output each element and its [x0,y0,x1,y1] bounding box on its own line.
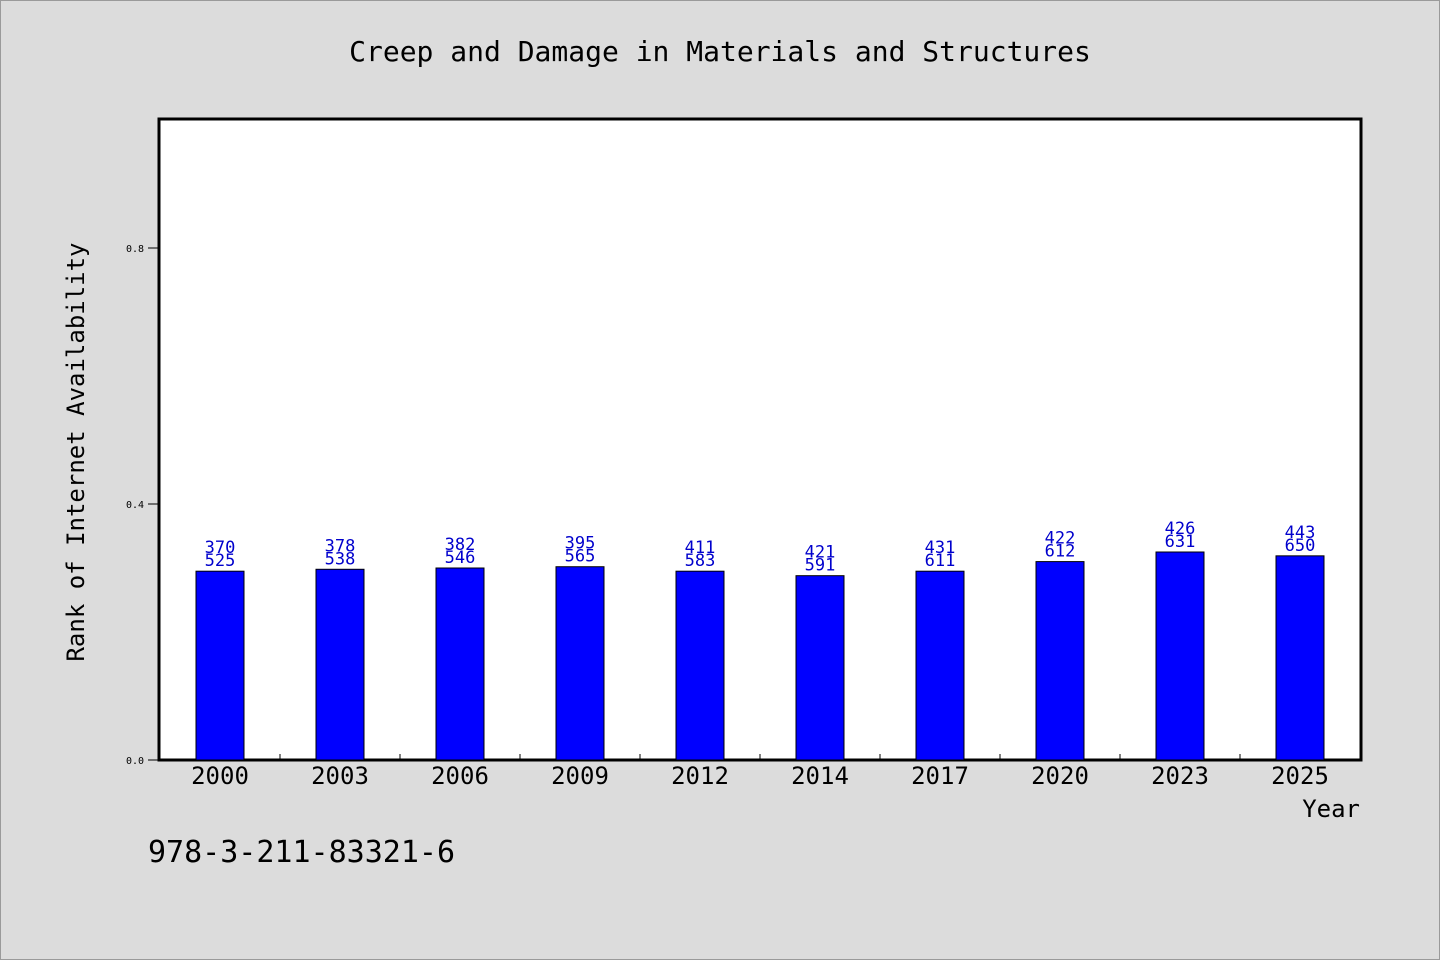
x-tick-label: 2023 [1151,762,1209,790]
x-tick-label: 2003 [311,762,369,790]
data-label-upper: 411 [685,538,716,558]
bar [1155,551,1205,761]
data-label-upper: 431 [925,538,956,558]
bar [195,570,245,761]
x-tick-label: 2000 [191,762,249,790]
data-label-upper: 378 [325,536,356,556]
x-tick-label: 2009 [551,762,609,790]
data-label-upper: 382 [445,535,476,555]
bar [1035,561,1085,761]
x-tick-label: 2014 [791,762,849,790]
y-tick-label: 0.0 [126,756,144,767]
bars [195,551,1325,761]
data-label-lower: 650 [1285,536,1316,556]
x-axis: 2000 2003 2006 2009 2012 2014 2017 2020 2023 2025 [191,754,1329,790]
y-axis-label: Rank of Internet Availability [62,242,90,661]
x-tick-label: 2012 [671,762,729,790]
footnote: 978-3-211-83321-6 [148,835,455,870]
data-label-lower: 591 [805,556,836,576]
x-tick-label: 2020 [1031,762,1089,790]
x-tick-label: 2025 [1271,762,1329,790]
bar [915,570,965,761]
data-label-upper: 421 [805,543,836,563]
bar [795,575,845,761]
data-label-upper: 426 [1165,519,1196,539]
data-label-lower: 538 [325,549,356,569]
data-label-lower: 565 [565,547,596,567]
data-label-lower: 611 [925,551,956,571]
y-axis: 0.0 0.4 0.8 [126,244,160,767]
x-tick-label: 2006 [431,762,489,790]
bar [315,568,365,761]
y-tick-label: 0.4 [126,500,144,511]
data-label-lower: 631 [1165,532,1196,552]
data-label-lower: 583 [685,551,716,571]
x-axis-label: Year [1302,795,1360,823]
y-tick-label: 0.8 [126,244,144,255]
x-tick-label: 2017 [911,762,969,790]
bar [1275,555,1325,761]
bar [675,570,725,761]
data-label-upper: 395 [565,534,596,554]
data-label-upper: 422 [1045,529,1076,549]
data-label-upper: 443 [1285,523,1316,543]
bar [435,567,485,761]
data-label-upper: 370 [205,538,236,558]
data-label-lower: 525 [205,551,236,571]
chart-title: Creep and Damage in Materials and Struct… [349,35,1091,68]
bar [555,566,605,761]
data-label-lower: 612 [1045,542,1076,562]
data-label-lower: 546 [445,548,476,568]
